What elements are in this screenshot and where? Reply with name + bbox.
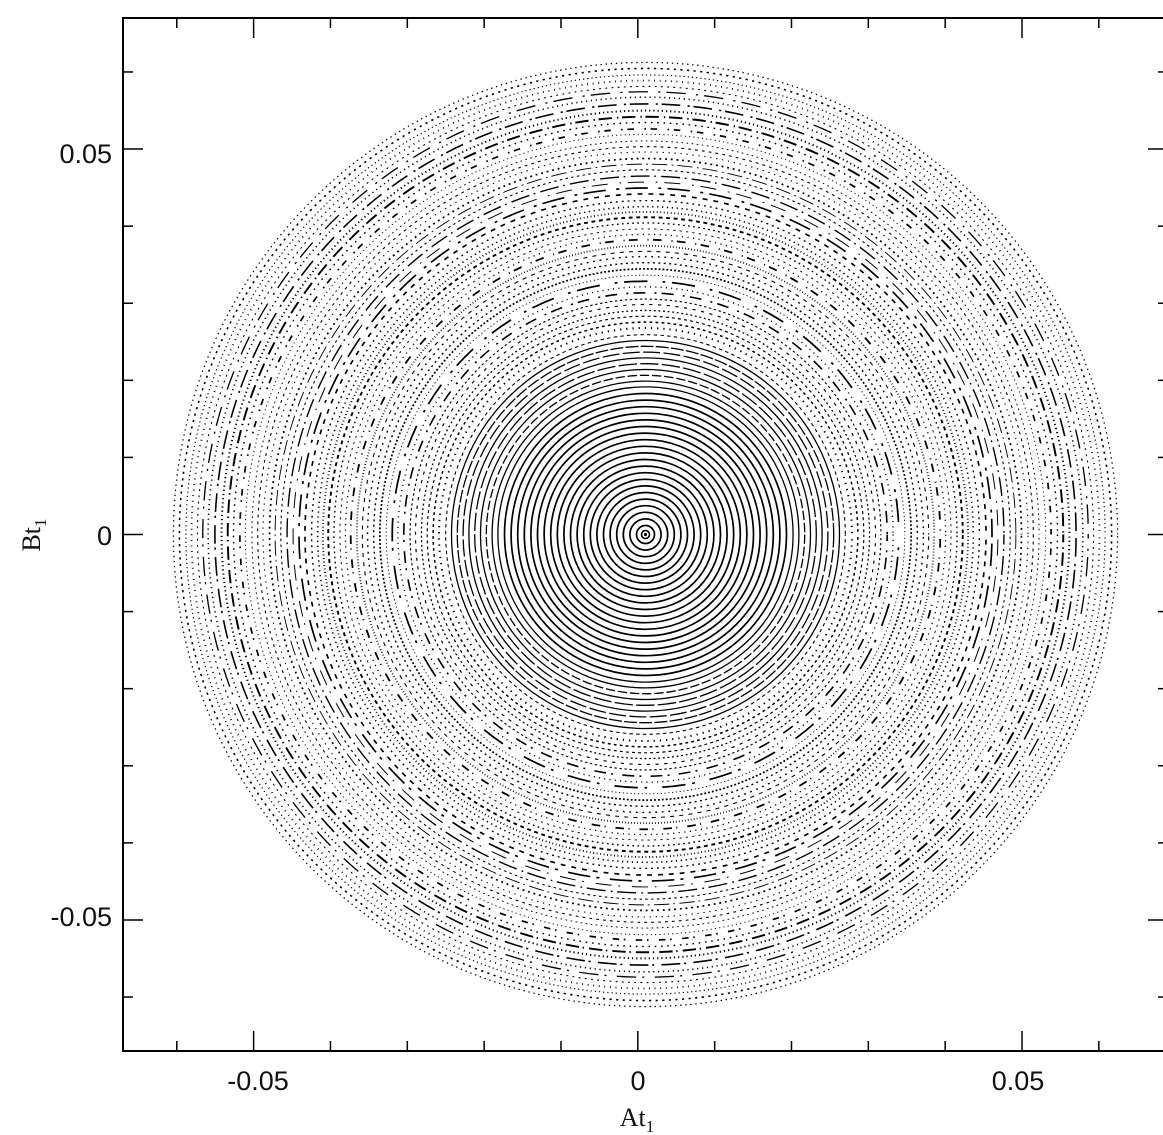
ring — [190, 79, 1101, 990]
ring — [409, 298, 882, 771]
ring — [420, 309, 871, 760]
ring — [257, 146, 1034, 923]
ring — [349, 238, 942, 831]
ring — [286, 175, 1005, 894]
ring — [438, 327, 853, 742]
x-tick-label: -0.05 — [227, 1066, 289, 1096]
ring — [530, 419, 761, 650]
ring — [549, 438, 742, 631]
ring — [361, 250, 930, 819]
ring — [385, 274, 906, 795]
ring — [445, 334, 846, 735]
ring — [432, 321, 859, 748]
ring — [226, 115, 1065, 954]
ring — [327, 216, 964, 853]
ring — [310, 199, 981, 870]
ring — [185, 74, 1106, 995]
ring — [474, 363, 817, 706]
ring — [426, 315, 865, 754]
ring — [640, 529, 651, 540]
y-axis-title-subscript: 1 — [31, 518, 50, 527]
ring — [207, 96, 1084, 973]
ring — [274, 163, 1017, 906]
ring — [292, 181, 999, 888]
y-axis-title-main: Bt — [17, 526, 46, 551]
ring — [596, 485, 695, 584]
ring — [615, 504, 676, 565]
ring — [523, 412, 768, 657]
ring — [602, 491, 689, 578]
y-tick-label: -0.05 — [50, 902, 112, 932]
y-tick-label: 0.05 — [59, 139, 112, 169]
ring — [479, 368, 812, 701]
ring — [239, 128, 1052, 941]
ring — [462, 351, 829, 718]
plot-frame — [122, 17, 1163, 1052]
y-tick-label: 0 — [97, 521, 112, 551]
ring — [268, 157, 1023, 912]
ring — [298, 187, 993, 882]
ring — [563, 452, 728, 617]
ring — [609, 498, 682, 571]
data-rings — [172, 61, 1119, 1008]
ring — [391, 280, 900, 789]
ring — [321, 210, 970, 859]
center-point — [643, 532, 648, 537]
x-axis-ticks — [176, 18, 1100, 1051]
x-tick-label: 0.05 — [992, 1066, 1045, 1096]
ring — [172, 61, 1119, 1008]
ring — [468, 357, 823, 712]
ring — [491, 380, 800, 689]
ring — [232, 121, 1059, 948]
x-axis-title-main: At — [620, 1103, 647, 1132]
ring — [366, 255, 925, 814]
x-axis-title-subscript: 1 — [646, 1117, 655, 1135]
x-tick-label: 0 — [630, 1066, 645, 1096]
ring — [456, 345, 835, 724]
ring — [582, 471, 709, 598]
x-axis-title: At1 — [620, 1103, 655, 1135]
ring — [635, 524, 656, 545]
ring — [536, 425, 755, 644]
ring — [556, 445, 735, 624]
ring — [251, 140, 1040, 929]
ring — [497, 386, 794, 683]
y-axis-ticks — [123, 71, 1163, 998]
ring — [397, 286, 894, 783]
ring — [589, 478, 702, 591]
y-axis-title: Bt1 — [17, 518, 50, 551]
ring — [214, 103, 1077, 966]
ring — [629, 518, 662, 551]
ring — [450, 339, 841, 730]
ring — [510, 399, 781, 670]
ring — [402, 291, 889, 778]
ring — [576, 465, 715, 604]
ring — [262, 151, 1029, 918]
ring — [485, 374, 806, 695]
ring — [414, 303, 877, 766]
ring — [543, 432, 748, 637]
ring — [622, 511, 669, 558]
ring — [220, 109, 1071, 960]
ring — [516, 405, 775, 664]
ring — [344, 233, 947, 836]
ring — [280, 169, 1011, 900]
ring — [202, 91, 1089, 978]
ring — [503, 392, 788, 677]
ring — [569, 458, 722, 611]
